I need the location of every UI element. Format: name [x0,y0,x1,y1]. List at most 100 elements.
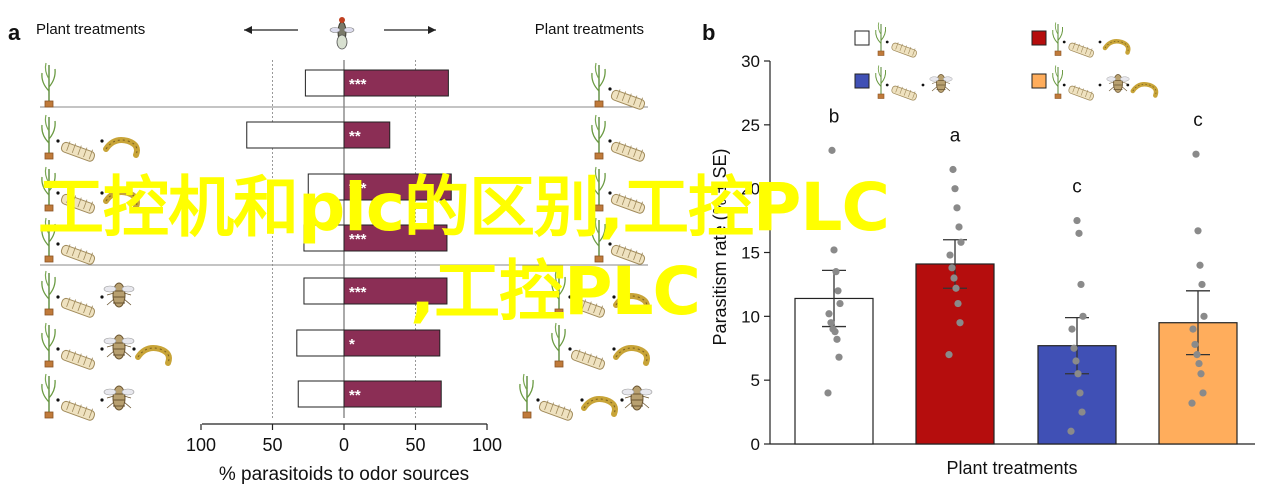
combination-dot [568,295,572,299]
data-point [1078,408,1086,416]
wasp-icon [1106,74,1130,93]
egg-mass-icon [1067,41,1095,59]
egg-mass-icon [890,84,918,102]
data-point [1067,427,1075,435]
x-tick-label: 50 [262,435,282,455]
panel-b-label: b [702,20,715,45]
larva-icon [138,348,169,363]
significance-letter: b [829,106,840,127]
plant-icon [41,62,56,108]
significance-label: *** [349,284,367,301]
y-tick-label: 15 [741,244,760,263]
data-point [827,319,835,327]
y-tick-label: 20 [741,180,760,199]
panel-a-label: a [8,20,21,45]
data-point [945,351,953,359]
data-point [1068,325,1076,333]
data-point [1198,280,1206,289]
plant-icon [41,114,56,160]
significance-label: *** [349,180,367,197]
significance-label: *** [349,231,367,248]
bar-row: *** [307,173,452,201]
egg-mass-icon [609,140,647,163]
plant-icon [41,322,56,368]
egg-mass-icon [59,296,97,319]
bar-right [343,329,441,357]
combination-dot [56,191,60,195]
combination-dot [100,398,104,402]
bar-column: b [794,106,874,445]
data-point [1194,227,1202,235]
legend-swatch [854,73,870,89]
data-point [946,251,954,259]
data-point [1196,261,1204,269]
bar-right [343,277,448,305]
plant-icon [519,373,534,419]
bar-right [343,380,442,408]
significance-label: ** [349,387,361,404]
wasp-icon [103,385,135,411]
plant-icon [591,62,606,108]
combination-dot [56,139,60,143]
egg-mass-icon [59,140,97,163]
plant-icon [1052,21,1064,57]
data-point [956,319,964,327]
bar-left [296,329,345,357]
data-point [1191,340,1199,349]
egg-mass-icon [890,41,918,59]
wasp-icon [929,74,953,93]
combination-dot [100,191,104,195]
y-tick-label: 0 [751,435,760,454]
y-axis-label: Parasitism rate (% ± SE) [710,149,730,346]
data-point [948,264,956,272]
x-tick-label: 50 [405,435,425,455]
data-point [955,223,963,231]
data-point [825,310,833,318]
combination-dot [132,347,136,351]
data-point [1195,359,1203,368]
data-point [1199,389,1207,397]
right-arrow-icon [384,26,436,34]
legend-swatch [1031,30,1047,46]
y-tick-label: 30 [741,52,760,71]
data-point [1079,312,1087,320]
data-point [830,246,838,254]
x-axis: 100 50 0 50 100 [186,423,502,455]
egg-mass-icon [1067,84,1095,102]
right-header: Plant treatments [535,21,644,38]
significance-label: *** [349,76,367,93]
combination-dot [608,242,612,246]
combination-dot [1098,40,1102,44]
significance-letter: c [1072,176,1082,197]
watermark-subtitle: ,工控PLC [410,253,701,330]
data-point [954,299,962,308]
data-point [1070,344,1078,352]
larva-icon [106,140,137,155]
x-axis-label: Plant treatments [946,458,1077,478]
x-axis-label: % parasitoids to odor sources [219,464,469,485]
bar-left [304,69,345,97]
plant-icon [41,373,56,419]
x-tick-label: 100 [186,435,216,455]
data-point [1197,370,1205,378]
bar [915,263,995,445]
combination-dot [100,139,104,143]
bar-group: ***************** [246,69,452,408]
combination-dot [1126,83,1130,87]
data-point [1077,280,1085,289]
combination-dot [885,40,889,44]
larva-icon [584,399,615,414]
wasp-icon [103,282,135,308]
bar-row: ** [297,380,442,408]
bar-column: c [1037,176,1117,445]
wasp-icon [621,385,653,411]
bar-left [246,121,345,149]
legend-swatch [1031,73,1047,89]
legend-swatch [854,30,870,46]
combination-dot [1062,83,1066,87]
bar-row: * [296,329,441,357]
bar-group: b a c c [794,106,1238,445]
combination-dot [608,139,612,143]
combination-dot [100,295,104,299]
